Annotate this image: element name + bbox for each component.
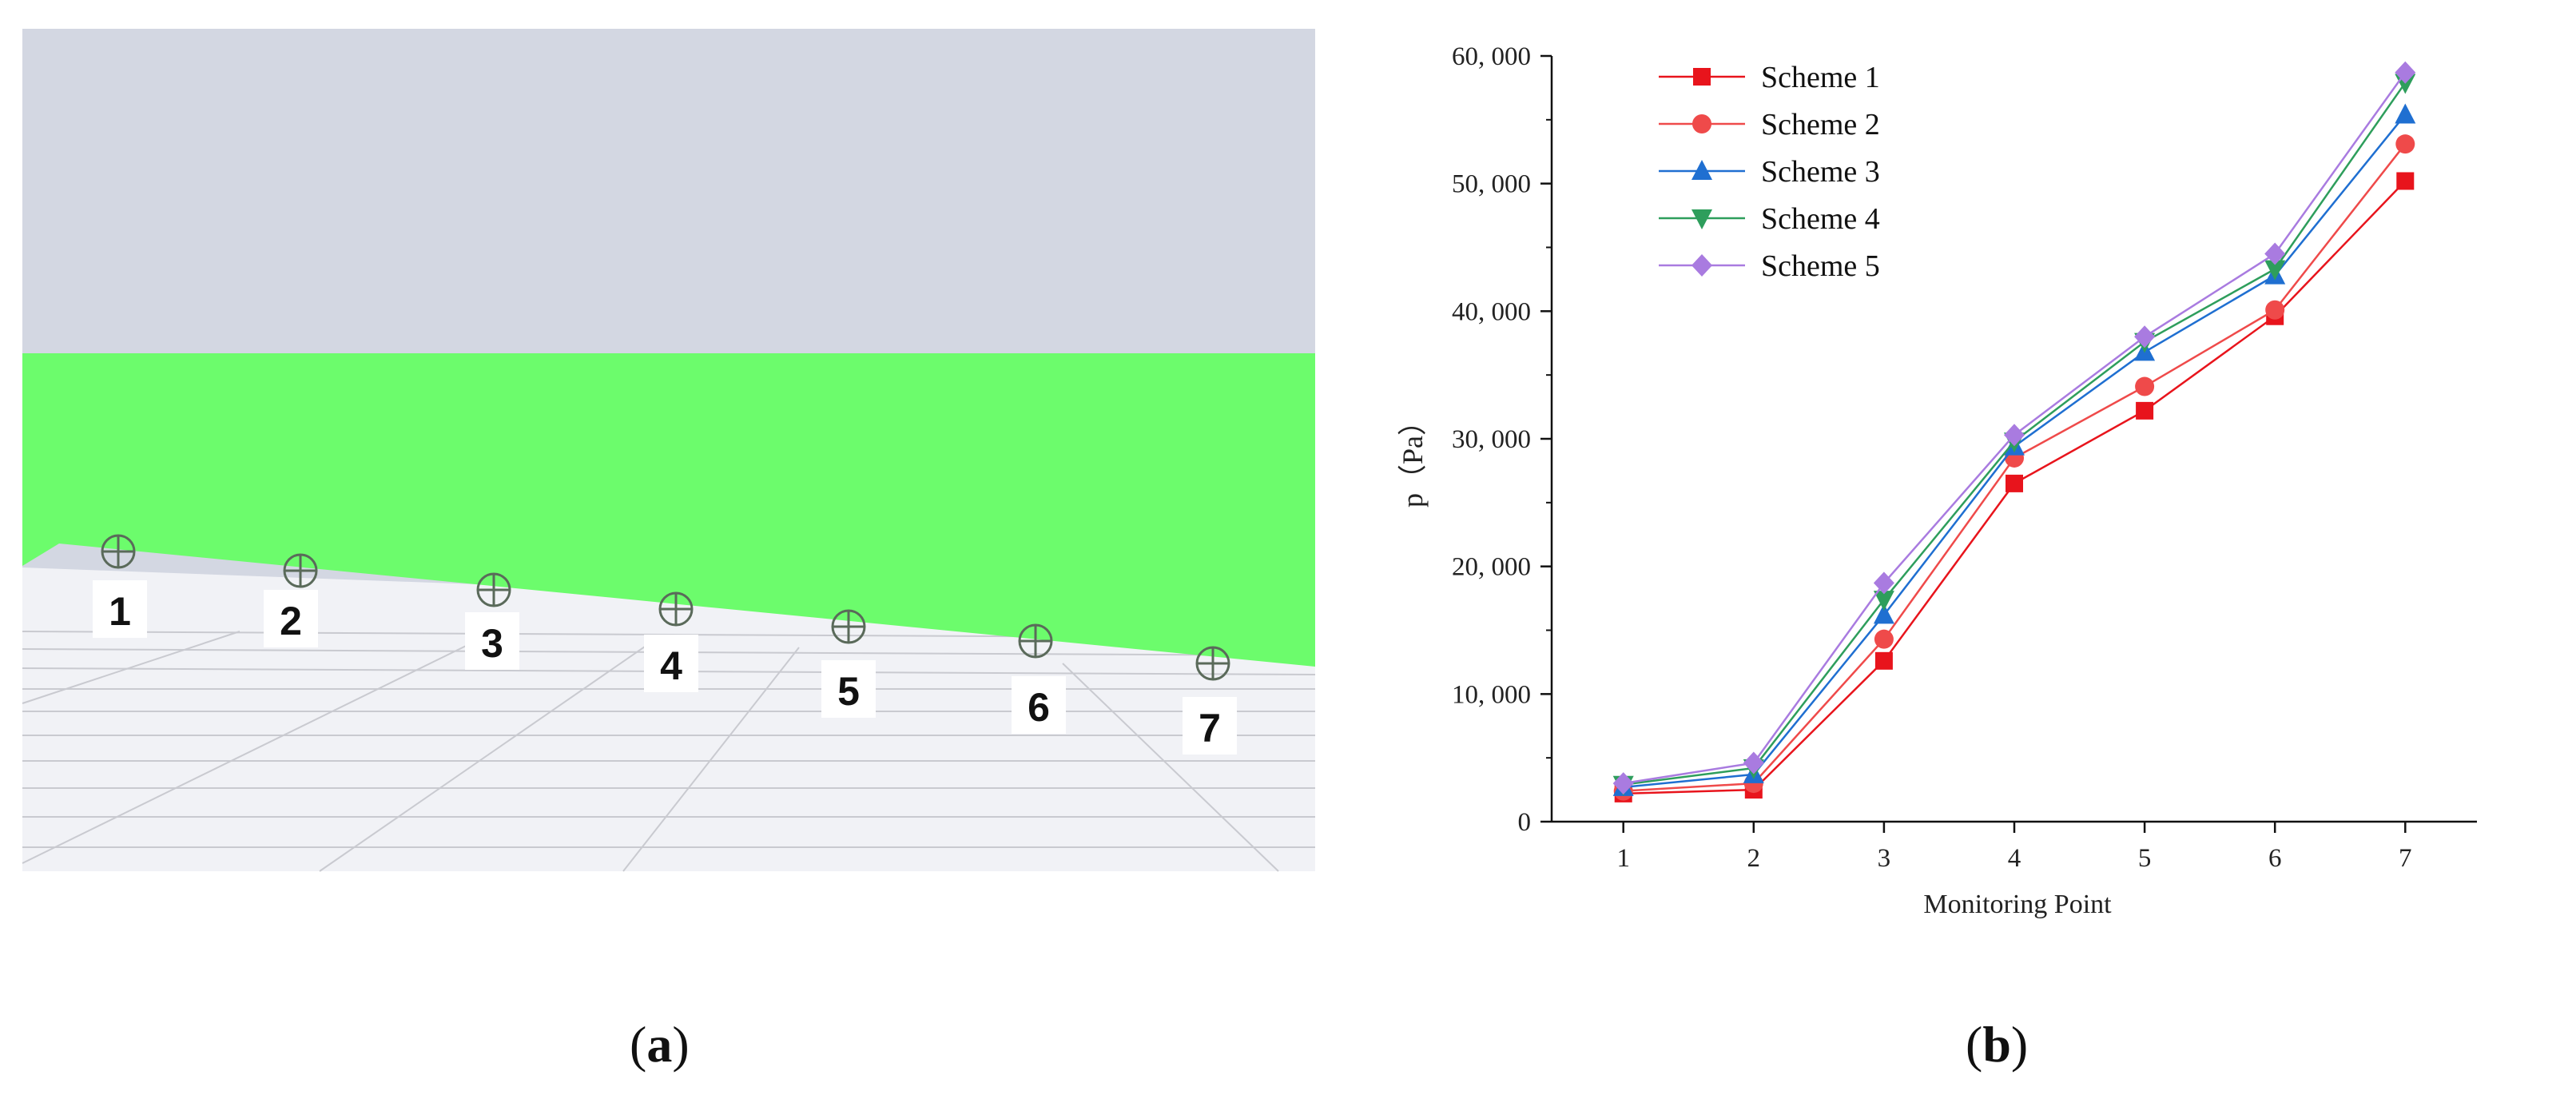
data-point bbox=[2264, 242, 2286, 265]
x-axis-label: Monitoring Point bbox=[1923, 890, 2112, 919]
point-label: 5 bbox=[837, 669, 860, 714]
legend-item-5: Scheme 5 bbox=[1659, 249, 1880, 283]
legend-marker bbox=[1692, 114, 1711, 133]
y-axis-label: p（Pa） bbox=[1397, 407, 1429, 508]
caption-a-letter: a bbox=[646, 1016, 673, 1073]
point-label: 6 bbox=[1028, 685, 1050, 730]
data-point bbox=[1873, 571, 1894, 595]
floor-perspective-line bbox=[22, 631, 241, 704]
x-tick-label: 4 bbox=[2008, 844, 2021, 873]
floor-perspective-line bbox=[22, 631, 496, 864]
data-point bbox=[2395, 61, 2416, 84]
panel-a: 1 2 3 4 5 6 7 (a) bbox=[22, 29, 1316, 1073]
floor-perspective-line bbox=[1062, 663, 1279, 872]
data-point bbox=[2265, 300, 2285, 320]
legend-label: Scheme 2 bbox=[1761, 108, 1880, 141]
legend-label: Scheme 5 bbox=[1761, 249, 1880, 283]
point-label-box bbox=[644, 635, 698, 692]
y-tick-label: 50, 000 bbox=[1452, 170, 1531, 199]
point-label: 3 bbox=[481, 621, 503, 666]
data-point bbox=[2136, 401, 2154, 420]
data-point bbox=[1743, 751, 1764, 775]
legend-marker bbox=[1693, 68, 1711, 86]
data-point bbox=[1874, 651, 1893, 670]
data-point bbox=[1873, 591, 1894, 611]
legend-item-3: Scheme 3 bbox=[1659, 155, 1880, 189]
x-tick-label: 1 bbox=[1616, 844, 1630, 873]
legend-marker bbox=[1691, 209, 1712, 229]
floor-perspective-line bbox=[319, 639, 656, 872]
legend-label: Scheme 3 bbox=[1761, 155, 1880, 189]
data-point bbox=[2396, 172, 2415, 190]
monitoring-point-4: 4 bbox=[644, 591, 698, 692]
monitoring-point-7: 7 bbox=[1183, 646, 1237, 755]
legend-marker bbox=[1691, 254, 1712, 277]
y-tick-label: 30, 000 bbox=[1452, 425, 1531, 454]
legend-item-1: Scheme 1 bbox=[1659, 61, 1880, 94]
data-point bbox=[2134, 325, 2156, 348]
legend-item-2: Scheme 2 bbox=[1659, 108, 1880, 141]
scene-floor bbox=[22, 567, 1315, 871]
point-label-box bbox=[93, 580, 147, 638]
series-1 bbox=[1614, 172, 2415, 802]
monitoring-point-3: 3 bbox=[465, 572, 519, 670]
caption-b: (b) bbox=[1966, 1016, 2029, 1073]
x-tick-label: 6 bbox=[2268, 844, 2282, 873]
floor-perspective-line bbox=[622, 647, 800, 872]
legend-marker bbox=[1691, 160, 1712, 180]
x-tick-label: 7 bbox=[2399, 844, 2412, 873]
monitoring-point-5: 5 bbox=[821, 609, 876, 718]
point-label-box bbox=[821, 660, 876, 718]
series-2 bbox=[1613, 134, 2415, 801]
monitoring-point-6: 6 bbox=[1012, 623, 1066, 734]
data-point bbox=[1873, 603, 1894, 624]
x-tick-label: 3 bbox=[1878, 844, 1891, 873]
data-point bbox=[2135, 376, 2155, 396]
point-label-box bbox=[1012, 676, 1066, 734]
x-tick-label: 2 bbox=[1747, 844, 1761, 873]
point-label: 1 bbox=[109, 589, 131, 634]
series-5 bbox=[1612, 61, 2416, 795]
caption-b-letter: b bbox=[1982, 1016, 2011, 1073]
data-point bbox=[2395, 103, 2416, 124]
point-label-box bbox=[465, 612, 519, 670]
legend-item-4: Scheme 4 bbox=[1659, 202, 1880, 236]
data-point bbox=[2395, 134, 2415, 154]
y-tick-label: 60, 000 bbox=[1452, 42, 1531, 71]
data-point bbox=[1612, 772, 1634, 795]
point-label-box bbox=[1183, 697, 1237, 755]
chart-series bbox=[1612, 61, 2416, 802]
data-point bbox=[2004, 424, 2025, 447]
caption-a: (a) bbox=[630, 1016, 690, 1073]
chart-axes: 0 10, 000 20, 000 30, 000 40, 000 50, 000 60, … bbox=[1452, 42, 2477, 873]
y-tick-label: 0 bbox=[1518, 808, 1532, 837]
data-point bbox=[1874, 629, 1894, 649]
x-tick-label: 5 bbox=[2138, 844, 2152, 873]
monitoring-scene: 1 2 3 4 5 6 7 bbox=[22, 29, 1316, 872]
monitoring-point-1: 1 bbox=[93, 534, 147, 638]
chart-legend: Scheme 1 Scheme 2 Scheme 3 Scheme 4 Scheme 5 bbox=[1659, 61, 1880, 283]
scene-surface bbox=[22, 353, 1315, 667]
point-label: 2 bbox=[280, 599, 302, 643]
legend-label: Scheme 1 bbox=[1761, 61, 1880, 94]
data-point bbox=[2264, 260, 2286, 281]
data-point bbox=[2006, 474, 2023, 492]
y-tick-label: 20, 000 bbox=[1452, 553, 1531, 582]
point-label: 7 bbox=[1199, 706, 1221, 751]
monitoring-point-2: 2 bbox=[264, 553, 318, 647]
panel-b: 0 10, 000 20, 000 30, 000 40, 000 50, 000 60, … bbox=[1374, 0, 2576, 1111]
point-label: 4 bbox=[660, 643, 682, 688]
monitoring-points: 1 2 3 4 5 6 7 bbox=[93, 534, 1237, 755]
point-label-box bbox=[264, 590, 318, 647]
y-tick-label: 10, 000 bbox=[1452, 680, 1531, 709]
pressure-line-chart: 0 10, 000 20, 000 30, 000 40, 000 50, 000 60, … bbox=[1397, 42, 2477, 919]
y-tick-label: 40, 000 bbox=[1452, 297, 1531, 326]
legend-label: Scheme 4 bbox=[1761, 202, 1880, 236]
